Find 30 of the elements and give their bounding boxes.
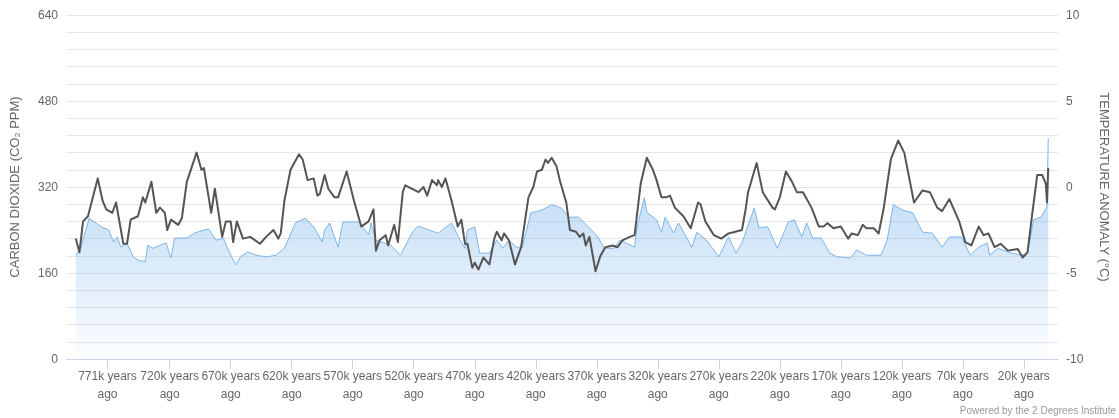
x-tick-label: 270k years ago	[689, 369, 749, 401]
x-tick-label: 220k years ago	[750, 369, 810, 401]
y2-tick-label: -5	[1066, 266, 1077, 280]
x-tick-label: 120k years ago	[872, 369, 932, 401]
x-tick-label: 20k years ago	[997, 369, 1050, 401]
y-tick-label: 480	[37, 94, 59, 108]
y-tick-label: 160	[37, 266, 59, 280]
y-tick-label: 0	[51, 352, 59, 366]
y2-tick-label: 0	[1066, 180, 1073, 194]
x-tick-label: 70k years ago	[936, 369, 989, 401]
text: Powered by the 2 Degrees Institute	[959, 404, 1117, 416]
y2-axis-title: TEMPERATURE ANOMALY (°C)	[1097, 92, 1112, 282]
x-tick-label: 520k years ago	[384, 369, 444, 401]
x-tick-label: 670k years ago	[201, 369, 261, 401]
y-axis-title: CARBON DIOXIDE (CO₂ PPM)	[7, 96, 22, 278]
x-tick-label: 320k years ago	[628, 369, 688, 401]
x-tick-label: 570k years ago	[323, 369, 383, 401]
x-tick-label: 620k years ago	[262, 369, 322, 401]
x-tick-label: 771k years ago	[78, 369, 137, 401]
y2-tick-label: 10	[1066, 8, 1080, 22]
line-series	[74, 139, 1050, 273]
y-tick-label: 320	[37, 180, 59, 194]
y-tick-label: 640	[37, 8, 59, 22]
x-tick-label: 720k years ago	[140, 369, 200, 401]
x-tick-label: 170k years ago	[811, 369, 871, 401]
x-tick-label: 470k years ago	[445, 369, 505, 401]
y2-tick-label: 5	[1066, 94, 1073, 108]
x-tick-label: 420k years ago	[506, 369, 566, 401]
x-tick-label: 370k years ago	[567, 369, 627, 401]
y2-tick-label: -10	[1066, 352, 1084, 366]
